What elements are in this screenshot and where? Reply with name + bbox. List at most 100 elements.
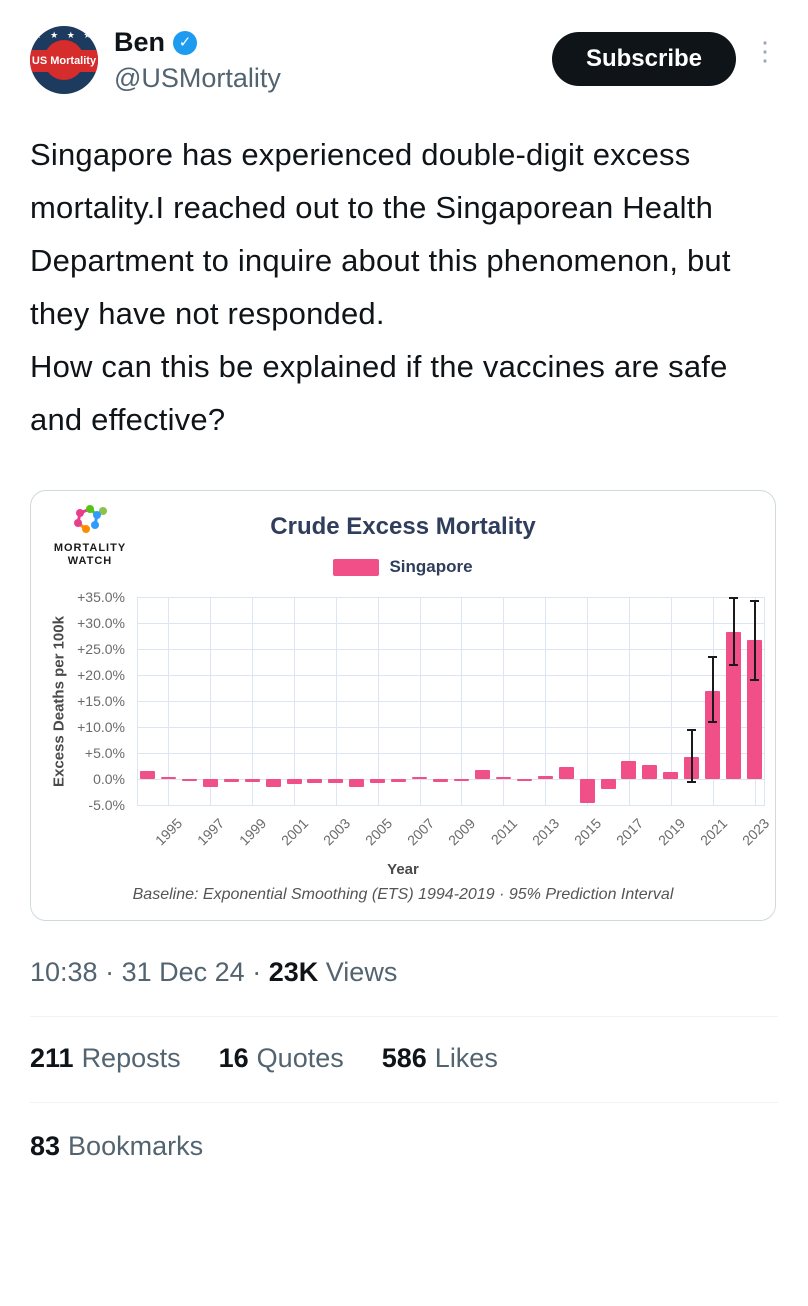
gridline-v	[252, 597, 254, 805]
error-cap	[729, 597, 739, 600]
gridline-h	[137, 623, 765, 624]
gridline-v	[137, 597, 138, 805]
bar-2011	[495, 776, 511, 779]
y-tick-label: +5.0%	[84, 745, 125, 761]
x-tick-label: 2019	[654, 815, 689, 849]
x-tick-label: 2021	[696, 815, 730, 849]
chart-plot-area: Excess Deaths per 100k +35.0% +30.0% +25.0…	[31, 589, 775, 859]
gridline-v	[670, 597, 672, 805]
gridline-h	[137, 675, 765, 676]
gridline-v	[628, 597, 630, 805]
bar-2022	[726, 632, 742, 779]
likes-count: 586	[381, 1043, 427, 1073]
gridline-h	[137, 805, 765, 806]
bar-2019	[663, 772, 679, 779]
error-bar-2020	[690, 729, 693, 782]
avatar-text: US Mortality	[31, 55, 97, 67]
reposts-stat[interactable]: 211 Reposts	[30, 1043, 181, 1074]
bar-2007	[412, 777, 428, 779]
bookmarks-stat[interactable]: 83 Bookmarks	[30, 1131, 778, 1162]
bar-2013	[537, 776, 553, 779]
error-cap	[750, 600, 760, 603]
gridline-v	[764, 597, 765, 805]
bar-2003	[328, 779, 344, 784]
bar-2021	[705, 690, 721, 779]
tweet-paragraph: Singapore has experienced double-digit e…	[30, 137, 731, 331]
bar-2017	[621, 761, 637, 779]
reposts-label: Reposts	[81, 1043, 181, 1073]
x-tick-label: 2013	[529, 815, 563, 849]
logo-text-line1: MORTALITY	[53, 542, 127, 554]
divider	[30, 1102, 778, 1103]
bar-2015	[579, 779, 595, 803]
gridline-v	[503, 597, 505, 805]
error-bar-2021	[711, 656, 714, 722]
x-tick-label: 1997	[194, 815, 228, 849]
bar-1995	[160, 776, 176, 779]
tweet-detail-page: ★ ★ ★ ★ US Mortality Ben ✓ @USMortality …	[0, 26, 808, 1162]
views-count: 23K	[268, 957, 319, 987]
bar-2004	[349, 779, 365, 787]
bar-2016	[600, 779, 616, 790]
logo-text-line2: WATCH	[67, 555, 113, 567]
gridline-v	[335, 597, 337, 805]
post-time: 10:38	[30, 957, 98, 987]
error-cap	[708, 655, 718, 658]
author-name[interactable]: Ben	[114, 27, 166, 57]
author-block: Ben ✓ @USMortality	[114, 26, 552, 93]
error-cap	[687, 780, 697, 783]
gridline-v	[168, 597, 170, 805]
author-handle[interactable]: @USMortality	[114, 62, 281, 93]
bar-2009	[453, 779, 469, 781]
bar-1996	[181, 779, 197, 781]
post-date: 31 Dec 24	[121, 957, 245, 987]
gridline-h	[137, 779, 765, 780]
error-cap	[687, 728, 697, 731]
views-label: Views	[325, 957, 398, 987]
avatar[interactable]: ★ ★ ★ ★ US Mortality	[30, 26, 98, 94]
bar-2005	[370, 779, 386, 784]
x-tick-label: 2003	[319, 815, 354, 849]
gridline-v	[294, 597, 295, 805]
avatar-stars: ★ ★ ★ ★	[33, 30, 95, 40]
bar-2012	[516, 779, 532, 781]
x-tick-label: 2015	[571, 815, 605, 849]
gridline-h	[137, 753, 765, 754]
chart-image-card[interactable]: MORTALITY WATCH Crude Excess Mortality S…	[30, 490, 776, 921]
subscribe-button[interactable]: Subscribe	[551, 32, 736, 86]
y-tick-label: +25.0%	[77, 641, 125, 657]
bar-2002	[307, 779, 323, 783]
engagement-stats-row: 211 Reposts 16 Quotes 586 Likes	[30, 1043, 778, 1074]
timestamp-row: 10:38 · 31 Dec 24 · 23K Views	[30, 957, 778, 988]
x-tick-label: 2005	[361, 815, 396, 849]
bar-2001	[286, 779, 302, 784]
x-axis-title: Year	[387, 861, 419, 878]
bar-1994	[139, 771, 155, 779]
legend-label: Singapore	[389, 557, 473, 576]
dot-separator: ·	[105, 957, 115, 987]
bar-2018	[642, 764, 658, 779]
x-tick-label: 1995	[152, 815, 186, 849]
y-tick-label: +15.0%	[77, 693, 125, 709]
chart-legend: Singapore	[31, 557, 775, 577]
gridline-v	[377, 597, 379, 805]
y-tick-label: +10.0%	[77, 719, 125, 735]
more-options-icon[interactable]: ⋮	[752, 36, 778, 66]
x-tick-label: 2017	[612, 815, 647, 849]
bar-2006	[391, 779, 407, 783]
bookmarks-count: 83	[30, 1131, 61, 1161]
gridline-h	[137, 597, 765, 598]
bar-2014	[558, 766, 574, 779]
dot-separator: ·	[252, 957, 262, 987]
error-cap	[708, 720, 718, 723]
quotes-stat[interactable]: 16 Quotes	[219, 1043, 344, 1074]
reposts-count: 211	[30, 1043, 74, 1073]
x-tick-label: 2001	[277, 815, 312, 849]
error-cap	[750, 679, 760, 682]
quotes-count: 16	[218, 1043, 249, 1073]
x-tick-label: 1999	[236, 815, 270, 849]
bar-2000	[265, 779, 281, 787]
bar-2023	[747, 639, 763, 779]
likes-stat[interactable]: 586 Likes	[382, 1043, 498, 1074]
gridline-v	[210, 597, 212, 805]
